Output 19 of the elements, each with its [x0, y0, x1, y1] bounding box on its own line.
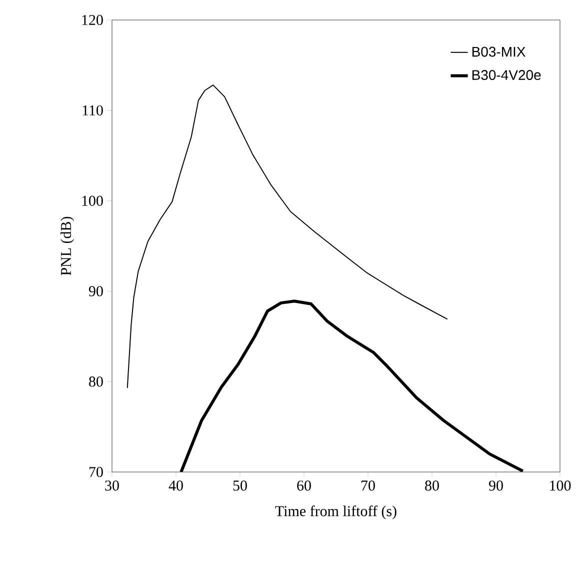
line-series	[126, 84, 448, 388]
x-tick-label: 60	[297, 480, 311, 491]
x-tick-label: 40	[168, 480, 183, 491]
x-tick-label: 30	[105, 480, 119, 491]
x-axis-title: Time from liftoff (s)	[275, 506, 396, 520]
y-tick-label: 100	[82, 196, 103, 206]
x-tick-label: 50	[233, 480, 247, 491]
x-tick-label: 100	[550, 480, 571, 491]
x-tick-label: 80	[425, 480, 439, 491]
y-tick-label: 80	[89, 376, 103, 387]
x-tick-label: 70	[361, 480, 375, 491]
y-tick-label: 70	[89, 466, 103, 478]
x-tick-label: 90	[488, 480, 503, 491]
y-tick-label: 110	[82, 105, 103, 116]
legend-label: B03-MIX	[472, 46, 526, 57]
y-tick-label: 120	[82, 14, 103, 26]
y-axis-title: PNL (dB)	[60, 216, 74, 276]
y-tick-label: 90	[88, 286, 103, 296]
legend-label: B30-4V20e	[472, 70, 541, 80]
